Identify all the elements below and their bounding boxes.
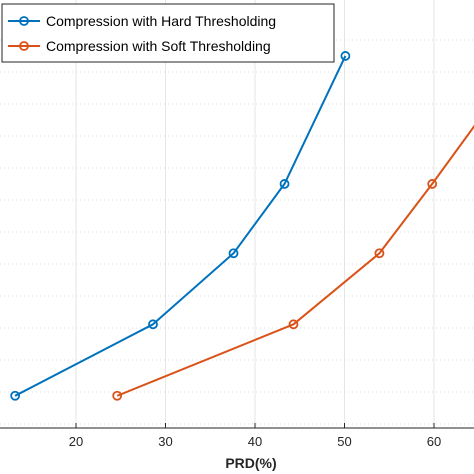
legend-marker-hard	[19, 16, 29, 26]
series-line	[14, 55, 347, 397]
data-point	[374, 248, 385, 259]
legend-box	[1, 3, 335, 63]
series-layer	[10, 51, 474, 401]
data-point	[228, 248, 239, 259]
data-point	[10, 390, 21, 401]
data-point	[288, 319, 299, 330]
x-tick-label: 40	[248, 434, 262, 449]
legend-label-soft: Compression with Soft Thresholding	[46, 38, 271, 54]
data-point	[148, 319, 158, 330]
series-line	[116, 124, 474, 397]
series-1	[112, 124, 474, 401]
x-axis-label: PRD(%)	[225, 455, 276, 471]
x-tick-label: 60	[427, 434, 441, 449]
x-tick-label: 50	[337, 434, 351, 449]
legend: Compression with Hard Thresholding Compr…	[1, 3, 335, 63]
legend-entry-soft: Compression with Soft Thresholding	[8, 38, 271, 54]
grid	[0, 0, 474, 428]
x-tick-label: 30	[158, 434, 172, 449]
legend-marker-soft	[19, 41, 29, 51]
data-point	[112, 390, 123, 401]
legend-entry-hard: Compression with Hard Thresholding	[8, 13, 276, 29]
data-point	[340, 51, 351, 61]
x-tick-label: 20	[69, 434, 83, 449]
data-point	[427, 179, 438, 189]
data-point	[279, 179, 290, 189]
x-ticks: 20 30 40 50 60	[69, 423, 441, 449]
legend-label-hard: Compression with Hard Thresholding	[46, 13, 276, 29]
series-0	[10, 51, 351, 401]
